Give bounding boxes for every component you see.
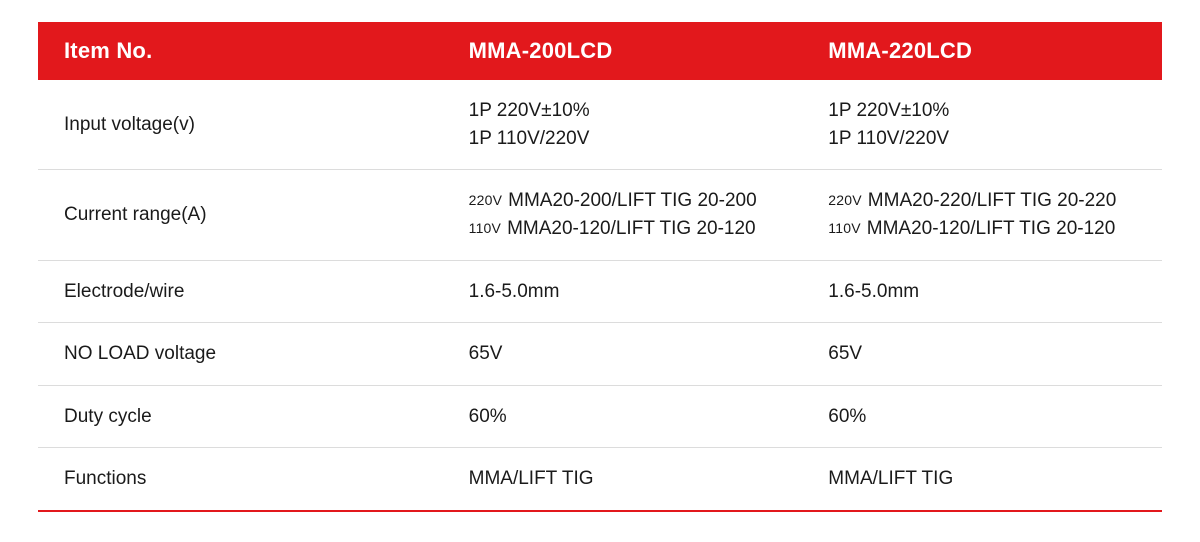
row-value-col2: MMA/LIFT TIG <box>802 448 1162 511</box>
table-row: Input voltage(v) 1P 220V±10% 1P 110V/220… <box>38 80 1162 170</box>
value-text: MMA20-220/LIFT TIG 20-220 <box>868 190 1117 211</box>
value-text: MMA20-120/LIFT TIG 20-120 <box>867 218 1116 239</box>
voltage-tag: 110V <box>469 220 501 236</box>
col-header-model-1: MMA-200LCD <box>443 22 803 80</box>
row-value-col2: 1.6-5.0mm <box>802 260 1162 323</box>
row-value-col1: 220V MMA20-200/LIFT TIG 20-200 110V MMA20-… <box>443 170 803 260</box>
row-value-col1: MMA/LIFT TIG <box>443 448 803 511</box>
value-line: 110V MMA20-120/LIFT TIG 20-120 <box>469 216 777 242</box>
table-row: Current range(A) 220V MMA20-200/LIFT TIG … <box>38 170 1162 260</box>
row-label: Electrode/wire <box>38 260 443 323</box>
voltage-tag: 220V <box>469 192 503 208</box>
value-line: 220V MMA20-220/LIFT TIG 20-220 <box>828 188 1136 214</box>
row-value-col2: 1P 220V±10% 1P 110V/220V <box>802 80 1162 170</box>
value-text: MMA20-200/LIFT TIG 20-200 <box>508 190 757 211</box>
row-value-col2: 65V <box>802 323 1162 386</box>
value-line: 1P 110V/220V <box>469 126 777 152</box>
row-value-col2: 220V MMA20-220/LIFT TIG 20-220 110V MMA20-… <box>802 170 1162 260</box>
value-text: MMA20-120/LIFT TIG 20-120 <box>507 218 756 239</box>
row-label: Duty cycle <box>38 385 443 448</box>
row-label: NO LOAD voltage <box>38 323 443 386</box>
spec-table-wrap: Item No. MMA-200LCD MMA-220LCD Input vol… <box>0 0 1200 542</box>
row-label: Input voltage(v) <box>38 80 443 170</box>
table-row: NO LOAD voltage 65V 65V <box>38 323 1162 386</box>
row-value-col2: 60% <box>802 385 1162 448</box>
row-value-col1: 65V <box>443 323 803 386</box>
row-label: Current range(A) <box>38 170 443 260</box>
table-body: Input voltage(v) 1P 220V±10% 1P 110V/220… <box>38 80 1162 511</box>
table-row: Functions MMA/LIFT TIG MMA/LIFT TIG <box>38 448 1162 511</box>
table-row: Duty cycle 60% 60% <box>38 385 1162 448</box>
value-line: 220V MMA20-200/LIFT TIG 20-200 <box>469 188 777 214</box>
spec-table: Item No. MMA-200LCD MMA-220LCD Input vol… <box>38 22 1162 512</box>
value-line: 1P 220V±10% <box>828 98 1136 124</box>
table-header-row: Item No. MMA-200LCD MMA-220LCD <box>38 22 1162 80</box>
row-value-col1: 1P 220V±10% 1P 110V/220V <box>443 80 803 170</box>
voltage-tag: 220V <box>828 192 862 208</box>
row-value-col1: 1.6-5.0mm <box>443 260 803 323</box>
value-line: 110V MMA20-120/LIFT TIG 20-120 <box>828 216 1136 242</box>
voltage-tag: 110V <box>828 220 860 236</box>
value-line: 1P 110V/220V <box>828 126 1136 152</box>
col-header-item-no: Item No. <box>38 22 443 80</box>
row-label: Functions <box>38 448 443 511</box>
value-line: 1P 220V±10% <box>469 98 777 124</box>
col-header-model-2: MMA-220LCD <box>802 22 1162 80</box>
table-row: Electrode/wire 1.6-5.0mm 1.6-5.0mm <box>38 260 1162 323</box>
row-value-col1: 60% <box>443 385 803 448</box>
